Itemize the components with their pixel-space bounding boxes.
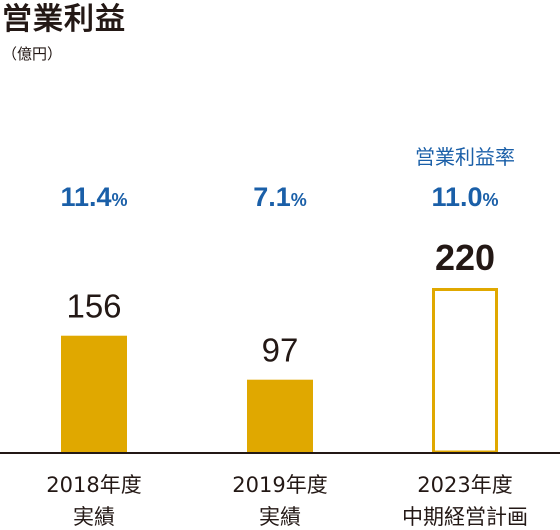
margin-label-2: 7.1% bbox=[253, 182, 307, 212]
bar-1 bbox=[61, 335, 127, 452]
category-label-3-line-1: 2023年度 bbox=[417, 473, 512, 497]
value-label-2: 97 bbox=[262, 332, 299, 369]
margin-label-3: 11.0% bbox=[431, 182, 498, 212]
value-label-3: 220 bbox=[435, 237, 495, 278]
category-label-3-line-2: 中期経営計画 bbox=[402, 505, 528, 529]
bar-2 bbox=[247, 379, 313, 452]
category-label-2-line-2: 実績 bbox=[259, 505, 301, 529]
category-label-1-line-2: 実績 bbox=[73, 505, 115, 529]
chart-title: 営業利益 bbox=[2, 2, 126, 37]
category-label-2-line-1: 2019年度 bbox=[232, 473, 327, 497]
bar-3 bbox=[432, 288, 498, 454]
margin-label-1: 11.4% bbox=[60, 182, 127, 212]
category-label-1-line-1: 2018年度 bbox=[46, 473, 141, 497]
value-label-1: 156 bbox=[66, 288, 121, 325]
margin-heading: 営業利益率 bbox=[415, 145, 515, 169]
unit-label: （億円） bbox=[2, 45, 63, 63]
